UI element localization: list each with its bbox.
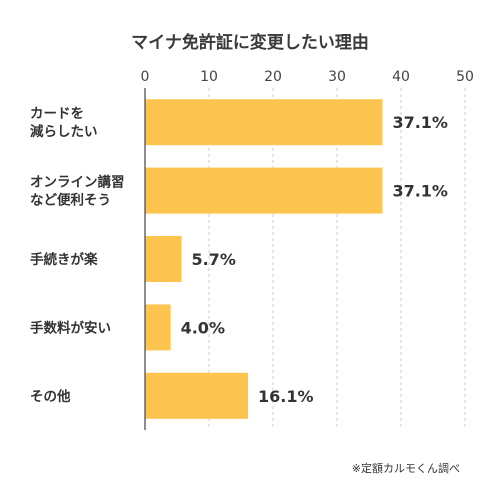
category-label: カードを減らしたい bbox=[30, 106, 98, 140]
value-label: 16.1% bbox=[258, 387, 314, 406]
bars bbox=[145, 99, 383, 419]
bar bbox=[145, 372, 249, 419]
value-label: 37.1% bbox=[392, 182, 448, 201]
category-label: その他 bbox=[30, 388, 71, 405]
chart-title: マイナ免許証に変更したい理由 bbox=[131, 32, 369, 53]
x-tick-label: 40 bbox=[392, 69, 410, 85]
value-labels: 37.1% 37.1% 5.7% 4.0% 16.1% bbox=[181, 113, 448, 406]
category-label: 手続きが楽 bbox=[30, 251, 98, 268]
x-axis-ticks: 0 10 20 30 40 50 bbox=[141, 69, 474, 85]
x-tick-label: 50 bbox=[456, 69, 474, 85]
x-tick-label: 20 bbox=[264, 69, 282, 85]
bar bbox=[145, 99, 383, 146]
x-tick-label: 10 bbox=[200, 69, 218, 85]
value-label: 4.0% bbox=[181, 318, 225, 337]
value-label: 37.1% bbox=[392, 113, 448, 132]
bar bbox=[145, 304, 171, 351]
category-label: 手数料が安い bbox=[30, 319, 111, 336]
bar bbox=[145, 167, 383, 214]
value-label: 5.7% bbox=[191, 250, 235, 269]
bar bbox=[145, 236, 182, 282]
x-tick-label: 0 bbox=[141, 69, 150, 85]
x-tick-label: 30 bbox=[328, 69, 346, 85]
source-note: ※定額カルモくん調べ bbox=[352, 461, 460, 475]
category-label: オンライン講習など便利そう bbox=[30, 174, 125, 209]
